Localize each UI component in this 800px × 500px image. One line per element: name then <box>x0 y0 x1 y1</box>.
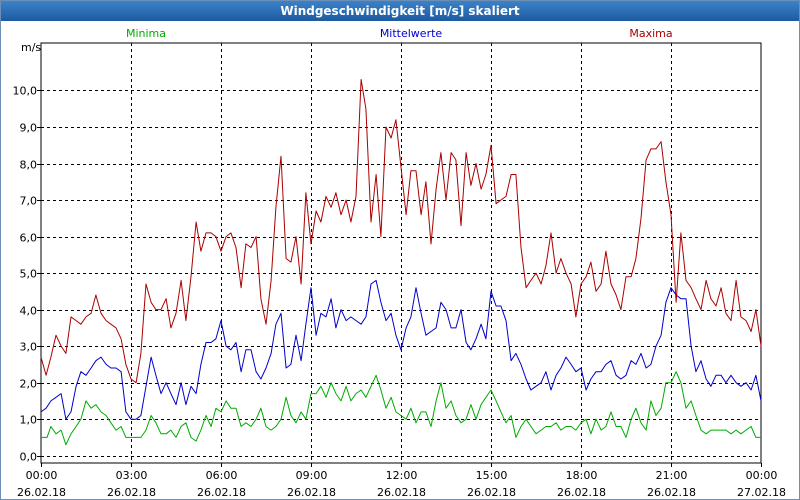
series-mittelwerte <box>40 279 762 420</box>
x-tick-time-0: 00:00 <box>26 469 58 482</box>
x-tick-date-3: 26.02.18 <box>287 486 336 499</box>
x-tick-time-3: 09:00 <box>296 469 328 482</box>
y-tick-label-3: 3,0 <box>20 341 38 354</box>
y-tick-label-9: 9,0 <box>20 122 38 135</box>
x-tick-date-6: 26.02.18 <box>557 486 606 499</box>
wind-speed-chart: 0,0 1,0 2,0 3,0 4,0 5,0 6,0 7,0 8,0 9,0 10,0 00:00 2… <box>13 27 786 499</box>
x-tick-time-5: 15:00 <box>476 469 508 482</box>
y-tick-label-1: 1,0 <box>20 414 38 427</box>
x-tick-date-5: 26.02.18 <box>467 486 516 499</box>
y-tick-label-10: 10,0 <box>13 85 38 98</box>
y-axis-label: m/s <box>21 41 41 54</box>
series-minima <box>41 371 761 446</box>
y-tick-label-8: 8,0 <box>20 159 38 172</box>
axis-ticks <box>37 90 762 467</box>
legend-minima: Minima <box>126 27 166 40</box>
axis-labels: 0,0 1,0 2,0 3,0 4,0 5,0 6,0 7,0 8,0 9,0 10,0 00:00 2… <box>13 27 786 499</box>
x-tick-time-2: 06:00 <box>206 469 238 482</box>
series-maxima <box>40 79 762 384</box>
x-tick-date-7: 26.02.18 <box>647 486 696 499</box>
x-tick-date-1: 26.02.18 <box>107 486 156 499</box>
x-tick-date-8: 27.02.18 <box>737 486 786 499</box>
y-tick-label-7: 7,0 <box>20 195 38 208</box>
legend-mittelwerte: Mittelwerte <box>380 27 443 40</box>
y-tick-label-6: 6,0 <box>20 232 38 245</box>
x-tick-date-2: 26.02.18 <box>197 486 246 499</box>
x-tick-time-6: 18:00 <box>566 469 598 482</box>
x-tick-date-4: 26.02.18 <box>377 486 426 499</box>
y-tick-label-5: 5,0 <box>20 268 38 281</box>
y-tick-label-4: 4,0 <box>20 305 38 318</box>
legend-maxima: Maxima <box>629 27 672 40</box>
x-tick-time-8: 00:00 <box>746 469 778 482</box>
series-lines <box>40 79 762 446</box>
y-tick-label-0: 0,0 <box>20 451 38 464</box>
chart-title: Windgeschwindigkeit [m/s] skaliert <box>1 1 799 21</box>
x-tick-time-1: 03:00 <box>116 469 148 482</box>
x-tick-time-4: 12:00 <box>386 469 418 482</box>
x-tick-date-0: 26.02.18 <box>17 486 66 499</box>
y-tick-label-2: 2,0 <box>20 378 38 391</box>
x-tick-time-7: 21:00 <box>656 469 688 482</box>
